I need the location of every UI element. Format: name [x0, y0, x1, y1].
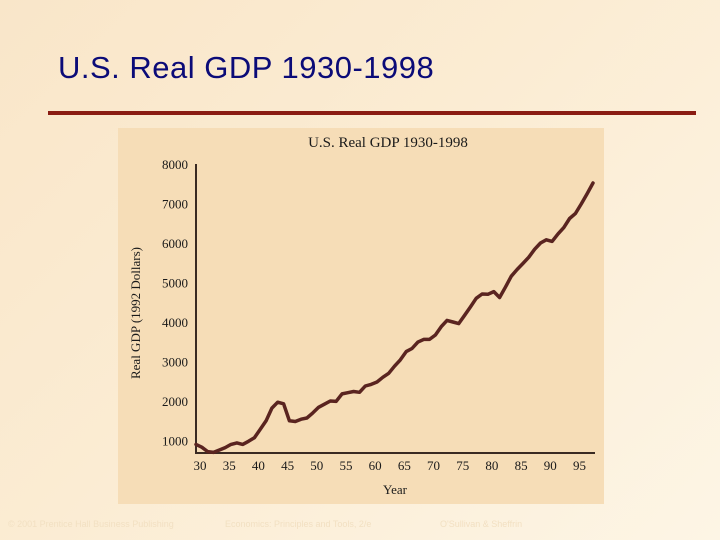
- x-tick-label: 95: [573, 458, 586, 473]
- x-axis-label: Year: [383, 482, 408, 497]
- y-tick-label: 4000: [162, 315, 188, 330]
- x-tick-label: 30: [194, 458, 207, 473]
- footer-copyright: © 2001 Prentice Hall Business Publishing: [8, 519, 174, 529]
- footer-book-title: Economics: Principles and Tools, 2/e: [225, 519, 372, 529]
- chart-title: U.S. Real GDP 1930-1998: [308, 135, 468, 151]
- x-tick-label: 55: [339, 458, 352, 473]
- x-tick-label: 35: [223, 458, 236, 473]
- x-tick-label: 85: [515, 458, 528, 473]
- x-tick-label: 80: [485, 458, 498, 473]
- y-tick-label: 7000: [162, 197, 188, 212]
- x-tick-label: 45: [281, 458, 294, 473]
- y-tick-label: 5000: [162, 276, 188, 291]
- chart-panel: [118, 128, 604, 504]
- footer-authors: O'Sullivan & Sheffrin: [440, 519, 523, 529]
- y-tick-label: 3000: [162, 355, 188, 370]
- title-divider: [48, 111, 696, 115]
- x-tick-label: 90: [544, 458, 557, 473]
- gdp-chart: U.S. Real GDP 1930-1998 1000 2000 3000 4000…: [128, 135, 595, 497]
- gdp-series-line: [194, 181, 595, 455]
- y-tick-label: 6000: [162, 236, 188, 251]
- y-ticks: 1000 2000 3000 4000 5000 6000 7000 8000: [162, 157, 188, 449]
- x-tick-label: 60: [369, 458, 382, 473]
- x-tick-label: 70: [427, 458, 440, 473]
- y-tick-label: 1000: [162, 434, 188, 449]
- y-tick-label: 2000: [162, 394, 188, 409]
- x-tick-label: 65: [398, 458, 411, 473]
- y-tick-label: 8000: [162, 157, 188, 172]
- x-ticks: 30 35 40 45 50 55 60 65 70 75 80 85 90 95: [194, 458, 586, 473]
- x-tick-label: 75: [456, 458, 469, 473]
- y-axis-label: Real GDP (1992 Dollars): [128, 247, 143, 379]
- slide-title: U.S. Real GDP 1930-1998: [58, 50, 435, 85]
- x-tick-label: 50: [310, 458, 323, 473]
- x-tick-label: 40: [252, 458, 265, 473]
